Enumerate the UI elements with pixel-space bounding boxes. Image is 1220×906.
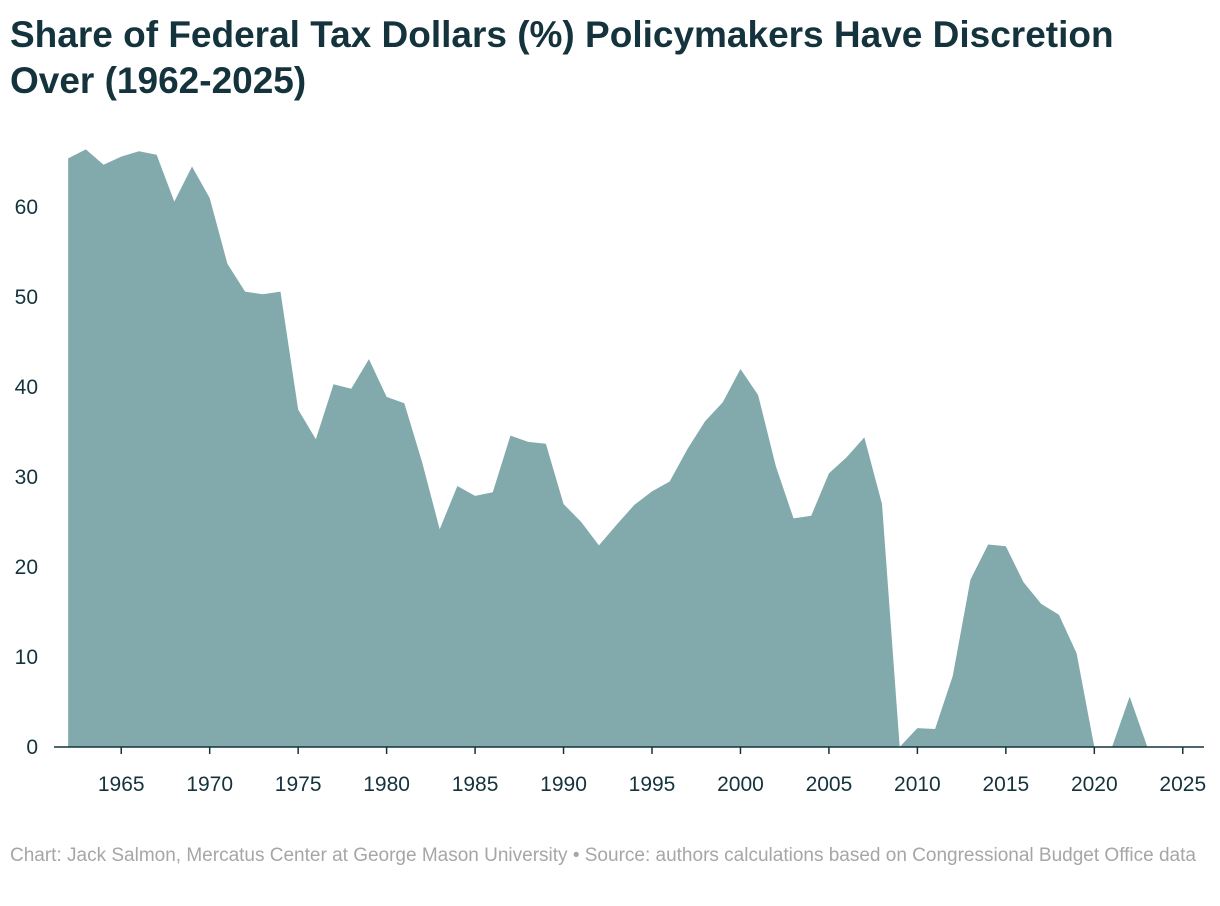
data-point [579, 520, 583, 524]
data-point [190, 165, 194, 169]
data-point [278, 290, 282, 294]
data-point [438, 527, 442, 531]
y-tick-label: 0 [26, 736, 38, 759]
data-point [951, 674, 955, 678]
x-tick-label: 2015 [982, 773, 1029, 796]
data-point [968, 578, 972, 582]
data-point [827, 471, 831, 475]
data-point [1057, 613, 1061, 617]
data-point [685, 447, 689, 451]
y-tick-label: 10 [15, 646, 38, 669]
data-point [137, 149, 141, 153]
data-point [933, 727, 937, 731]
data-point [721, 400, 725, 404]
x-tick-label: 2010 [894, 773, 941, 796]
y-tick-label: 20 [15, 556, 38, 579]
data-point [119, 155, 123, 159]
data-point [349, 387, 353, 391]
data-point [225, 262, 229, 266]
x-axis: 1965 1970 1975 1980 1985 1990 1995 2000 2005 2010… [54, 746, 1206, 796]
data-point [332, 382, 336, 386]
data-point [243, 290, 247, 294]
x-tick-label: 2025 [1159, 773, 1206, 796]
x-tick-label: 1995 [629, 773, 676, 796]
data-point [296, 408, 300, 412]
data-point [102, 163, 106, 167]
data-point [84, 147, 88, 151]
x-tick-label: 2000 [717, 773, 764, 796]
data-point [385, 395, 389, 399]
data-point [756, 393, 760, 397]
data-point [915, 726, 919, 730]
x-tick-label: 1990 [540, 773, 587, 796]
data-point [526, 440, 530, 444]
data-point [845, 455, 849, 459]
source-caption: Chart: Jack Salmon, Mercatus Center at G… [10, 845, 1196, 866]
data-point [792, 516, 796, 520]
data-point [597, 543, 601, 547]
data-point [314, 437, 318, 441]
x-tick-label: 1975 [275, 773, 322, 796]
data-point [420, 460, 424, 464]
y-tick-label: 30 [15, 466, 38, 489]
x-tick-label: 1970 [186, 773, 233, 796]
data-point [1128, 695, 1132, 699]
data-point [544, 442, 548, 446]
data-point [208, 196, 212, 200]
data-point [402, 401, 406, 405]
data-point [473, 494, 477, 498]
data-point [650, 489, 654, 493]
y-tick-label: 50 [15, 286, 38, 309]
data-point [491, 490, 495, 494]
data-point [880, 502, 884, 506]
data-point [1022, 580, 1026, 584]
area-series-0 [68, 149, 1148, 747]
data-point [1075, 651, 1079, 655]
data-point [508, 434, 512, 438]
data-point [455, 484, 459, 488]
data-point [774, 464, 778, 468]
data-point [1039, 602, 1043, 606]
data-point [703, 419, 707, 423]
data-point [862, 435, 866, 439]
data-point [615, 523, 619, 527]
data-point [632, 503, 636, 507]
data-point [562, 502, 566, 506]
data-point [986, 543, 990, 547]
data-point [155, 153, 159, 157]
data-point [738, 367, 742, 371]
y-tick-label: 60 [15, 196, 38, 219]
x-tick-label: 1985 [452, 773, 499, 796]
data-point [172, 200, 176, 204]
y-axis: 0 10 20 30 40 50 60 [15, 196, 38, 759]
x-tick-label: 2005 [806, 773, 853, 796]
y-tick-label: 40 [15, 376, 38, 399]
x-tick-label: 1980 [363, 773, 410, 796]
x-tick-label: 1965 [98, 773, 145, 796]
chart-title: Share of Federal Tax Dollars (%) Policym… [10, 14, 1114, 101]
x-tick-label: 2020 [1071, 773, 1118, 796]
data-point [367, 357, 371, 361]
data-point [66, 156, 70, 160]
data-point [1004, 544, 1008, 548]
area-layer [66, 147, 1148, 747]
data-point [668, 480, 672, 484]
data-point [809, 514, 813, 518]
data-point [261, 292, 265, 296]
